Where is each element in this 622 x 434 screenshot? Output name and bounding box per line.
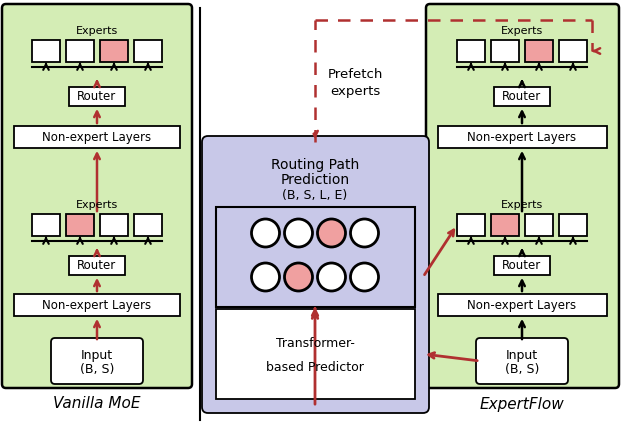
Bar <box>66 214 94 236</box>
Bar <box>491 40 519 62</box>
Bar <box>32 214 60 236</box>
Bar <box>457 214 485 236</box>
FancyBboxPatch shape <box>51 338 143 384</box>
Text: Non-expert Layers: Non-expert Layers <box>468 131 577 144</box>
Text: Prediction: Prediction <box>281 173 350 187</box>
Circle shape <box>317 263 345 291</box>
Text: Routing Path: Routing Path <box>271 158 359 172</box>
Bar <box>559 40 587 62</box>
Text: (B, S, L, E): (B, S, L, E) <box>282 188 348 201</box>
Bar <box>69 87 125 106</box>
Bar <box>14 126 180 148</box>
Text: experts: experts <box>330 85 380 99</box>
Text: Router: Router <box>77 90 116 103</box>
Bar <box>134 40 162 62</box>
Text: Vanilla MoE: Vanilla MoE <box>53 397 141 411</box>
Circle shape <box>284 219 312 247</box>
Text: Experts: Experts <box>501 200 543 210</box>
Bar <box>66 40 94 62</box>
Text: Experts: Experts <box>76 26 118 36</box>
Text: (B, S): (B, S) <box>80 364 114 377</box>
Text: Experts: Experts <box>501 26 543 36</box>
Bar <box>14 294 180 316</box>
Circle shape <box>251 219 279 247</box>
Text: Non-expert Layers: Non-expert Layers <box>42 299 152 312</box>
Text: Input: Input <box>81 349 113 362</box>
Text: Router: Router <box>77 259 116 272</box>
Bar <box>438 126 607 148</box>
Bar <box>69 256 125 275</box>
Bar <box>216 207 415 307</box>
Circle shape <box>351 219 379 247</box>
Bar <box>100 40 128 62</box>
Text: Transformer-: Transformer- <box>276 337 355 350</box>
Text: (B, S): (B, S) <box>505 364 539 377</box>
Bar <box>494 87 550 106</box>
Text: based Predictor: based Predictor <box>266 361 364 374</box>
Text: Prefetch: Prefetch <box>327 69 383 82</box>
Bar <box>216 309 415 399</box>
Bar <box>559 214 587 236</box>
FancyBboxPatch shape <box>202 136 429 413</box>
Bar <box>438 294 607 316</box>
Circle shape <box>251 263 279 291</box>
Text: Non-expert Layers: Non-expert Layers <box>468 299 577 312</box>
Bar <box>491 214 519 236</box>
Bar <box>525 214 553 236</box>
Circle shape <box>351 263 379 291</box>
Text: ExpertFlow: ExpertFlow <box>480 397 564 411</box>
Text: Router: Router <box>503 90 542 103</box>
Bar <box>457 40 485 62</box>
Bar <box>525 40 553 62</box>
Text: Input: Input <box>506 349 538 362</box>
Bar <box>32 40 60 62</box>
Bar <box>100 214 128 236</box>
FancyBboxPatch shape <box>426 4 619 388</box>
Circle shape <box>284 263 312 291</box>
Text: Non-expert Layers: Non-expert Layers <box>42 131 152 144</box>
Text: Router: Router <box>503 259 542 272</box>
FancyBboxPatch shape <box>476 338 568 384</box>
Bar <box>134 214 162 236</box>
Circle shape <box>317 219 345 247</box>
FancyBboxPatch shape <box>2 4 192 388</box>
Bar <box>494 256 550 275</box>
Text: Experts: Experts <box>76 200 118 210</box>
